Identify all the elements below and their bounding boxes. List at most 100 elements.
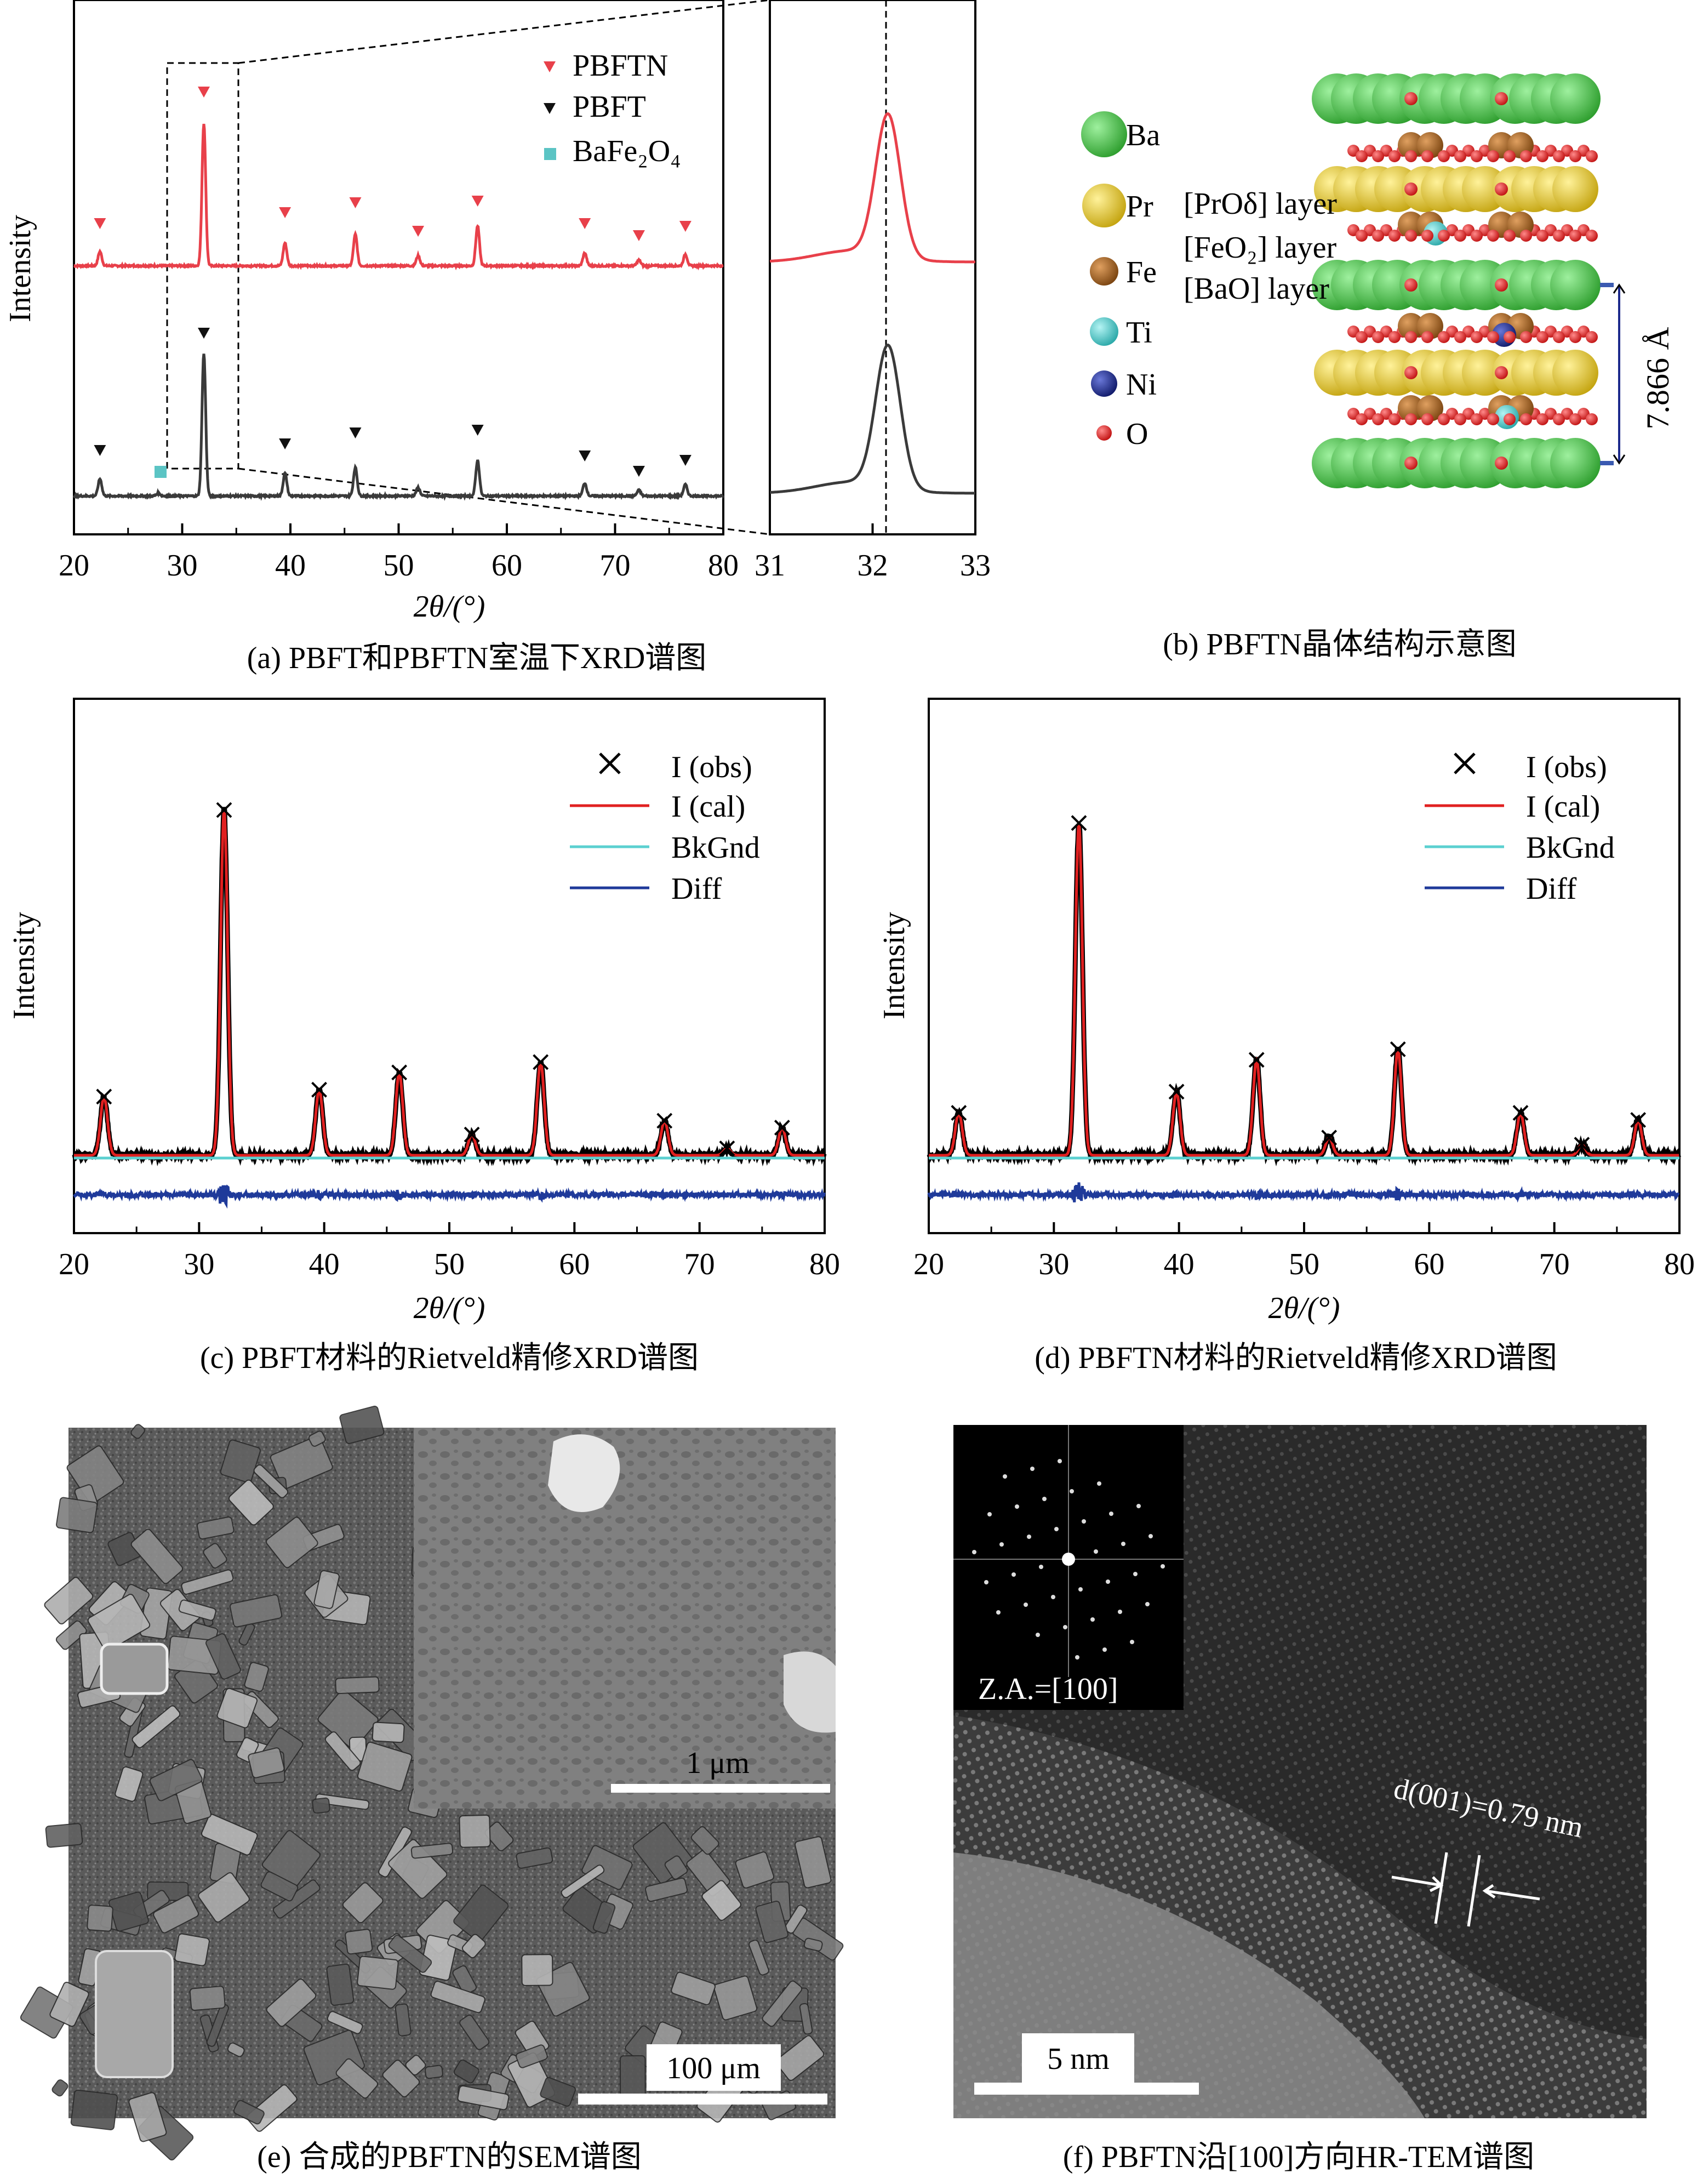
panel-d-obs-crosses xyxy=(951,815,1647,1153)
arrow-up xyxy=(1613,283,1626,294)
pbftn-zoom-line xyxy=(769,112,975,264)
caption-e: (e) 合成的PBFTN的SEM谱图 xyxy=(257,2140,642,2174)
panel-a-xlabel: 2θ/(°) xyxy=(414,590,485,624)
pbftn-peak-marker xyxy=(632,230,645,241)
obs-cross-marker xyxy=(656,1113,673,1129)
legend-label-pbft: PBFT xyxy=(573,90,646,124)
scale-label-inset: 1 μm xyxy=(686,1746,750,1780)
atom-legend-label: Fe xyxy=(1126,255,1157,289)
zoom-connector-top xyxy=(238,0,770,64)
pbft-peak-marker xyxy=(471,425,484,436)
pbft-peak-marker xyxy=(94,445,106,456)
x-tick-label: 20 xyxy=(913,1247,944,1281)
x-tick-label: 20 xyxy=(59,549,89,583)
obs-cross-marker xyxy=(774,1120,790,1136)
atom-legend-label: Ti xyxy=(1126,316,1152,350)
panel-d-calc-line xyxy=(929,823,1679,1157)
atom-legend-label: Pr xyxy=(1126,190,1153,224)
x-tick-label: 30 xyxy=(167,549,198,583)
panel-c-x-ticks: 20 30 40 50 60 70 80 xyxy=(59,1222,840,1281)
obs-cross-marker xyxy=(1168,1084,1185,1100)
panel-a-zoom-frame xyxy=(769,0,976,535)
atom-legend-label: O xyxy=(1126,417,1148,451)
atom-legend-fe xyxy=(1090,257,1118,286)
obs-cross-marker xyxy=(216,802,232,818)
legend-marker-bafe2o4 xyxy=(544,148,556,160)
pbft-peak-marker xyxy=(349,427,362,438)
atom-legend-label: Ba xyxy=(1126,118,1160,152)
x-tick-label: 50 xyxy=(384,549,414,583)
legend-marker-pbftn xyxy=(544,61,556,72)
x-tick-label: 80 xyxy=(708,549,739,583)
x-tick-label: 20 xyxy=(59,1247,89,1281)
pbft-peak-marker xyxy=(632,466,645,477)
legend-obs-marker xyxy=(1454,752,1476,774)
obs-cross-marker xyxy=(533,1054,549,1070)
layer-label-bao: [BaO] layer xyxy=(1184,272,1329,306)
pbftn-peak-marker xyxy=(412,226,425,237)
pbft-peak-marker xyxy=(279,438,292,449)
phase-markers xyxy=(94,87,692,478)
x-tick-label: 50 xyxy=(1289,1247,1319,1281)
atom-legend-pr xyxy=(1082,184,1126,227)
atom-legend-label: Ni xyxy=(1126,368,1157,402)
x-tick-label: 40 xyxy=(1164,1247,1195,1281)
d-spacing-fringe-left xyxy=(1434,1852,1448,1924)
obs-cross-marker xyxy=(311,1081,327,1098)
pbft-peak-marker xyxy=(679,455,692,466)
d-spacing-fringe-right xyxy=(1467,1855,1481,1927)
caption-d: (d) PBFTN材料的Rietveld精修XRD谱图 xyxy=(1035,1341,1557,1375)
obs-cross-marker xyxy=(1248,1052,1265,1068)
obs-cross-marker xyxy=(951,1105,967,1121)
x-tick-label: 30 xyxy=(184,1247,214,1281)
pbft-peak-marker xyxy=(579,451,591,461)
atom-legend-o xyxy=(1096,425,1112,441)
sem-inset-image xyxy=(414,1428,836,1809)
pbft-zoom-line xyxy=(769,343,975,495)
caption-c: (c) PBFT材料的Rietveld精修XRD谱图 xyxy=(200,1341,699,1375)
legend-cal-label: I (cal) xyxy=(1526,790,1600,824)
panel-a-x-ticks: 20 30 40 50 60 70 80 31 32 33 xyxy=(59,523,991,583)
obs-cross-marker xyxy=(1321,1130,1338,1146)
panel-d-diff-line xyxy=(927,1182,1680,1203)
caption-a: (a) PBFT和PBFTN室温下XRD谱图 xyxy=(247,641,707,675)
fft-spots xyxy=(953,1425,1184,1677)
scale-bar-main xyxy=(578,2094,827,2105)
legend-label-pbftn: PBFTN xyxy=(573,49,668,83)
fft-zone-axis-label: Z.A.=[100] xyxy=(978,1672,1118,1706)
pbftn-peak-marker xyxy=(94,218,106,229)
legend-obs-label: I (obs) xyxy=(1526,750,1607,784)
zoom-connector-bottom xyxy=(238,467,770,535)
arrow-down xyxy=(1613,454,1626,465)
layer-label-pro: [PrOδ] layer xyxy=(1184,187,1337,221)
atom-legend-ti xyxy=(1090,317,1118,346)
panel-c-legend: I (obs) I (cal) BkGnd Diff xyxy=(570,750,760,906)
crystal-structure-drawing xyxy=(1312,73,1601,488)
pbftn-peak-marker xyxy=(279,207,292,218)
pbftn-peak-marker xyxy=(579,218,591,229)
panel-c-xlabel: 2θ/(°) xyxy=(414,1291,485,1325)
zoom-x-tick-label: 32 xyxy=(858,549,888,583)
tem-scale-label-bg xyxy=(1022,2033,1134,2083)
legend-cal-label: I (cal) xyxy=(671,790,745,824)
legend-obs-marker xyxy=(599,752,621,774)
obs-cross-marker xyxy=(464,1126,480,1143)
zoom-x-tick-label: 31 xyxy=(755,549,785,583)
x-tick-label: 60 xyxy=(559,1247,590,1281)
sem-inset-bright-grain xyxy=(548,1434,620,1512)
caption-b: (b) PBFTN晶体结构示意图 xyxy=(1163,628,1517,662)
panel-c-rietveld: 20 30 40 50 60 70 80 I (obs) I (cal) BkGnd Dif… xyxy=(7,698,840,1325)
obs-cross-marker xyxy=(719,1140,735,1156)
x-tick-label: 50 xyxy=(434,1247,465,1281)
panel-d-legend: I (obs) I (cal) BkGnd Diff xyxy=(1425,750,1615,906)
legend-label-bafe2o4: BaFe₂O₄ xyxy=(573,134,681,168)
x-tick-label: 80 xyxy=(809,1247,840,1281)
pbft-pattern-line xyxy=(72,353,724,501)
panel-d-xlabel: 2θ/(°) xyxy=(1268,1291,1340,1325)
caption-f: (f) PBFTN沿[100]方向HR-TEM谱图 xyxy=(1062,2140,1535,2174)
obs-cross-marker xyxy=(391,1064,408,1081)
scale-label-main: 100 μm xyxy=(666,2051,761,2085)
panel-c-calc-line xyxy=(74,809,825,1157)
pbftn-peak-marker xyxy=(471,196,484,207)
